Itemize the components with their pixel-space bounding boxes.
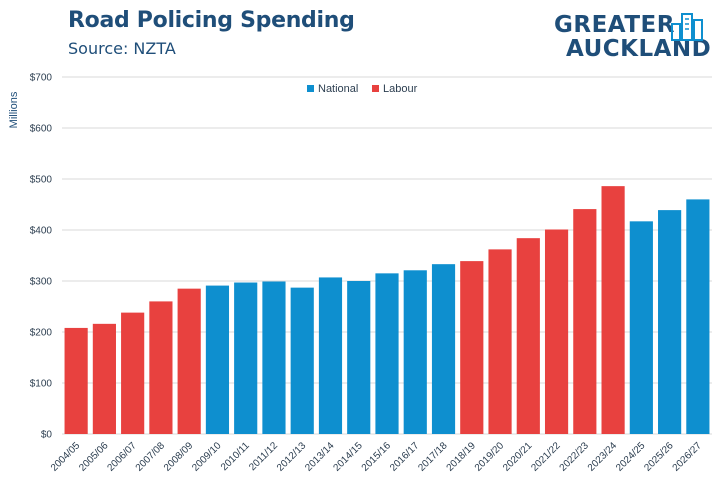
x-tick-label: 2018/19 xyxy=(445,440,479,474)
legend-label-labour: Labour xyxy=(383,83,418,95)
bar-2017-18 xyxy=(431,264,456,434)
greater-auckland-logo: GREATER AUCKLAND xyxy=(552,12,712,64)
bar-2020-21 xyxy=(516,238,540,434)
bar-2019-20 xyxy=(488,249,512,434)
bar-2024-25 xyxy=(629,221,653,434)
x-tick-label: 2016/17 xyxy=(388,440,422,474)
bar-2023-24 xyxy=(601,186,625,434)
y-tick-label: $700 xyxy=(30,73,53,84)
bar-2022-23 xyxy=(573,209,597,434)
bar-2015-16 xyxy=(375,273,399,434)
bar-2016-17 xyxy=(403,270,427,434)
bar-2013-14 xyxy=(318,277,343,434)
bar-2005-06 xyxy=(92,323,116,434)
x-tick-label: 2019/20 xyxy=(473,440,507,474)
bar-2021-22 xyxy=(544,229,569,434)
x-tick-label: 2006/07 xyxy=(105,440,139,474)
bar-2018-19 xyxy=(460,261,484,434)
chart-title: Road Policing Spending xyxy=(68,8,355,33)
bar-2014-15 xyxy=(347,281,371,434)
x-tick-label: 2010/11 xyxy=(219,440,252,473)
x-tick-label: 2017/18 xyxy=(416,440,450,474)
x-tick-label: 2025/26 xyxy=(642,440,676,474)
legend: National Labour xyxy=(307,83,418,95)
bar-2008-09 xyxy=(177,288,201,434)
x-tick-label: 2008/09 xyxy=(162,440,196,474)
x-tick-label: 2007/08 xyxy=(134,440,168,474)
x-tick-label: 2004/05 xyxy=(49,440,83,474)
x-tick-label: 2022/23 xyxy=(558,440,592,474)
bar-2010-11 xyxy=(234,282,258,434)
bar-2011-12 xyxy=(262,281,286,434)
x-tick-label: 2005/06 xyxy=(77,440,111,474)
legend-label-national: National xyxy=(318,83,358,95)
bar-2004-05 xyxy=(64,327,88,434)
x-tick-label: 2021/22 xyxy=(529,440,563,474)
city-buildings-icon xyxy=(671,13,703,41)
bar-2012-13 xyxy=(290,287,314,434)
y-axis-label: Millions xyxy=(8,91,20,128)
x-tick-label: 2020/21 xyxy=(501,440,535,474)
x-tick-label: 2026/27 xyxy=(671,440,705,474)
y-tick-label: $100 xyxy=(30,379,53,390)
chart-subtitle: Source: NZTA xyxy=(68,39,176,58)
y-tick-label: $300 xyxy=(30,277,53,288)
x-axis-ticks: 2004/052005/062006/072007/082008/092009/… xyxy=(49,440,704,474)
bar-2025-26 xyxy=(658,210,682,434)
x-tick-label: 2024/25 xyxy=(614,440,648,474)
y-tick-label: $500 xyxy=(30,175,53,186)
bar-2009-10 xyxy=(205,285,230,434)
bars xyxy=(64,186,710,434)
y-axis-ticks: $0 $100 $200 $300 $400 $500 $600 $700 xyxy=(30,73,53,441)
x-tick-label: 2013/14 xyxy=(303,440,337,474)
logo-text-greater: GREATER xyxy=(554,12,675,38)
x-tick-label: 2014/15 xyxy=(332,440,366,474)
legend-swatch-labour xyxy=(372,85,379,92)
x-tick-label: 2015/16 xyxy=(360,440,394,474)
y-tick-label: $0 xyxy=(41,430,53,441)
x-tick-label: 2011/12 xyxy=(247,440,280,473)
x-tick-label: 2012/13 xyxy=(275,440,309,474)
bar-2026-27 xyxy=(686,199,710,434)
y-tick-label: $600 xyxy=(30,124,53,135)
bar-2007-08 xyxy=(149,301,173,434)
x-tick-label: 2023/24 xyxy=(586,440,620,474)
x-tick-label: 2009/10 xyxy=(190,440,224,474)
y-tick-label: $400 xyxy=(30,226,53,237)
bar-2006-07 xyxy=(121,312,145,434)
legend-swatch-national xyxy=(307,85,314,92)
y-tick-label: $200 xyxy=(30,328,53,339)
